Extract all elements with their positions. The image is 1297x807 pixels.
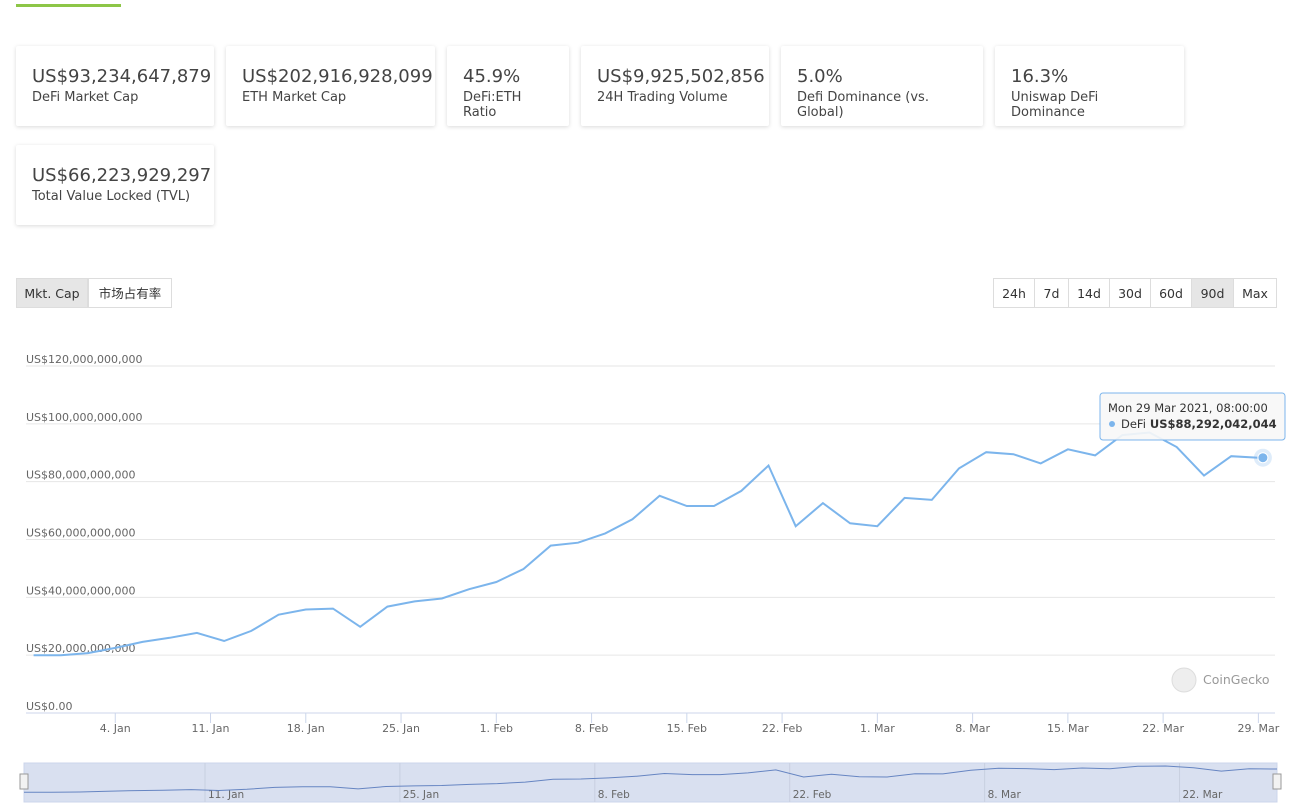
stat-label: Total Value Locked (TVL) bbox=[32, 189, 191, 204]
range-button[interactable]: 24h bbox=[993, 278, 1035, 308]
tooltip-date: Mon 29 Mar 2021, 08:00:00 bbox=[1108, 401, 1268, 415]
stat-card: US$93,234,647,879 DeFi Market Cap bbox=[16, 46, 214, 126]
x-tick-label: 8. Mar bbox=[955, 722, 990, 735]
x-tick-label: 1. Feb bbox=[480, 722, 513, 735]
stat-value: US$93,234,647,879 bbox=[32, 66, 212, 87]
range-button[interactable]: Max bbox=[1233, 278, 1277, 308]
stat-label: DeFi:ETH Ratio bbox=[463, 90, 522, 120]
stat-label: Uniswap DeFi Dominance bbox=[1011, 90, 1099, 120]
navigator-bg bbox=[23, 762, 1278, 803]
watermark: CoinGecko bbox=[1171, 667, 1269, 693]
y-tick-label: US$40,000,000,000 bbox=[26, 584, 136, 597]
stat-value: 16.3% bbox=[1011, 66, 1069, 87]
x-tick-label: 18. Jan bbox=[287, 722, 325, 735]
x-tick-label: 4. Jan bbox=[100, 722, 131, 735]
navigator-tick-label: 22. Mar bbox=[1183, 789, 1224, 801]
navigator-tick-label: 8. Feb bbox=[598, 789, 630, 801]
stat-card: US$9,925,502,856 24H Trading Volume bbox=[581, 46, 769, 126]
stat-label: ETH Market Cap bbox=[242, 90, 347, 105]
x-tick-label: 29. Mar bbox=[1238, 722, 1280, 735]
view-button[interactable]: 市场占有率 bbox=[88, 278, 172, 308]
stat-card: US$66,223,929,297 Total Value Locked (TVL… bbox=[16, 145, 214, 225]
y-tick-label: US$80,000,000,000 bbox=[26, 469, 136, 482]
view-button[interactable]: Mkt. Cap bbox=[16, 278, 88, 308]
watermark-text: CoinGecko bbox=[1203, 672, 1269, 687]
range-button[interactable]: 7d bbox=[1034, 278, 1069, 308]
stat-value: US$66,223,929,297 bbox=[32, 165, 212, 186]
x-tick-label: 1. Mar bbox=[860, 722, 895, 735]
stat-label: Defi Dominance (vs. Global) bbox=[797, 90, 929, 120]
tooltip-series-name: DeFi bbox=[1121, 417, 1146, 431]
x-tick-label: 15. Feb bbox=[667, 722, 707, 735]
y-tick-label: US$60,000,000,000 bbox=[26, 527, 136, 540]
navigator-tick-label: 8. Mar bbox=[988, 789, 1022, 801]
stat-card: 45.9% DeFi:ETH Ratio bbox=[447, 46, 569, 126]
stat-value: US$9,925,502,856 bbox=[597, 66, 765, 87]
tooltip: Mon 29 Mar 2021, 08:00:00 DeFi US$88,292,0… bbox=[1099, 392, 1286, 441]
x-tick-label: 15. Mar bbox=[1047, 722, 1089, 735]
active-tab-underline bbox=[16, 4, 121, 7]
range-button[interactable]: 30d bbox=[1109, 278, 1151, 308]
navigator-tick-label: 22. Feb bbox=[793, 789, 832, 801]
line bbox=[33, 431, 1259, 657]
stat-value: 45.9% bbox=[463, 66, 521, 87]
x-tick-label: 25. Jan bbox=[382, 722, 420, 735]
tooltip-dot bbox=[1109, 421, 1115, 427]
navigator-handle bbox=[19, 773, 29, 790]
range-button[interactable]: 60d bbox=[1150, 278, 1192, 308]
x-tick-label: 22. Mar bbox=[1142, 722, 1184, 735]
x-tick-label: 22. Feb bbox=[762, 722, 802, 735]
watermark-logo bbox=[1171, 667, 1197, 693]
range-button[interactable]: 90d bbox=[1191, 278, 1234, 308]
y-tick-label: US$20,000,000,000 bbox=[26, 642, 136, 655]
tooltip-box bbox=[1099, 392, 1286, 441]
y-tick-label: US$120,000,000,000 bbox=[26, 353, 143, 366]
tooltip-series: DeFi US$88,292,042,044 bbox=[1121, 417, 1277, 431]
navigator-line bbox=[24, 765, 1278, 793]
hover-point bbox=[1257, 452, 1269, 464]
hover-halo bbox=[1253, 448, 1272, 467]
stat-label: 24H Trading Volume bbox=[597, 90, 728, 105]
y-tick-label: US$100,000,000,000 bbox=[26, 411, 143, 424]
x-tick-label: 11. Jan bbox=[192, 722, 230, 735]
tooltip-value: US$88,292,042,044 bbox=[1150, 417, 1277, 431]
stat-card: 16.3% Uniswap DeFi Dominance bbox=[995, 46, 1184, 126]
x-tick-label: 8. Feb bbox=[575, 722, 608, 735]
navigator-tick-label: 11. Jan bbox=[208, 789, 244, 801]
stat-label: DeFi Market Cap bbox=[32, 90, 139, 105]
navigator-tick-label: 25. Jan bbox=[403, 789, 439, 801]
stat-value: 5.0% bbox=[797, 66, 843, 87]
stat-value: US$202,916,928,099 bbox=[242, 66, 433, 87]
stat-card: US$202,916,928,099 ETH Market Cap bbox=[226, 46, 435, 126]
y-tick-label: US$0.00 bbox=[26, 700, 73, 713]
range-button[interactable]: 14d bbox=[1068, 278, 1110, 308]
navigator-handle bbox=[1272, 773, 1282, 790]
stat-card: 5.0% Defi Dominance (vs. Global) bbox=[781, 46, 983, 126]
